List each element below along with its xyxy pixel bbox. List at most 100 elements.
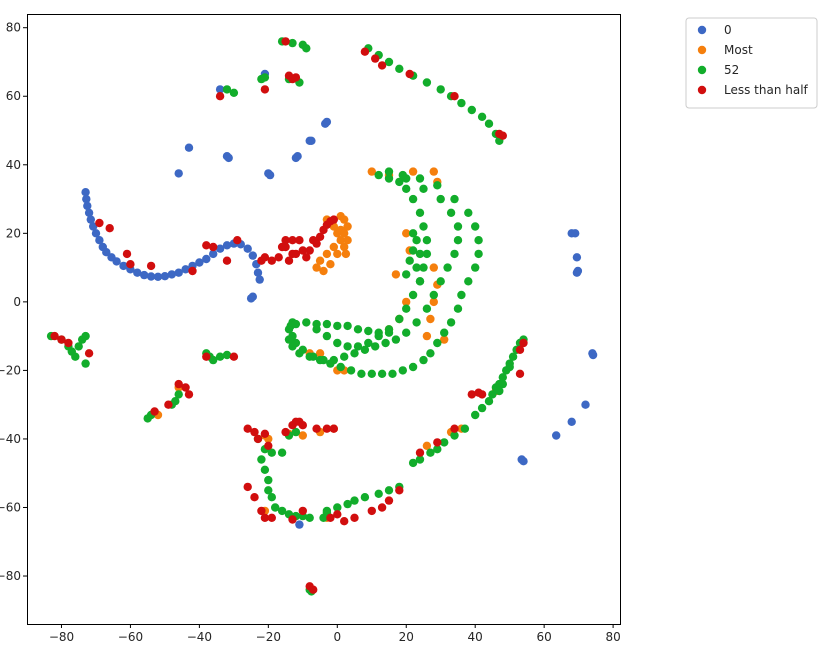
point-s2-90 [374, 328, 383, 337]
point-s0-38 [184, 143, 194, 152]
point-s2-19 [333, 338, 342, 348]
point-s1-7 [329, 242, 338, 252]
point-s2-106 [436, 85, 445, 94]
legend-label: 0 [724, 23, 732, 37]
point-s1-45 [429, 297, 438, 307]
point-s3-60 [264, 441, 273, 450]
point-s1-35 [315, 349, 325, 358]
point-s3-4 [146, 261, 156, 271]
y-tick-label: 40 [6, 158, 21, 172]
point-s2-83 [302, 318, 311, 327]
point-s2-1 [384, 174, 394, 183]
point-s2-25 [436, 194, 445, 204]
point-s2-76 [315, 355, 325, 365]
point-s2-24 [419, 184, 428, 193]
point-s2-36 [391, 335, 401, 344]
point-s2-172 [408, 458, 418, 468]
point-s2-65 [426, 349, 435, 358]
point-s3-56 [243, 424, 252, 433]
point-s0-52 [571, 229, 580, 238]
point-s2-66 [419, 355, 428, 365]
point-s3-73 [267, 513, 276, 522]
point-s2-161 [374, 489, 383, 498]
point-s0-24 [202, 254, 211, 264]
point-s2-52 [433, 181, 442, 190]
point-s2-93 [412, 236, 421, 245]
point-s0-36 [248, 292, 257, 301]
point-s3-83 [395, 486, 404, 495]
point-s0-57 [588, 350, 598, 360]
point-s2-87 [343, 321, 352, 331]
point-s1-54 [429, 167, 438, 176]
point-s3-19 [305, 246, 314, 255]
point-s2-105 [422, 78, 432, 87]
point-s0-40 [224, 153, 233, 163]
point-s0-15 [140, 270, 149, 280]
x-tick-label: −80 [49, 630, 74, 644]
point-s2-146 [260, 465, 270, 474]
point-s2-71 [367, 369, 376, 378]
point-s2-108 [457, 98, 466, 108]
point-s1-15 [333, 249, 342, 259]
point-s1-5 [340, 242, 349, 252]
y-axis: 80 60 40 20 0 −20 −40 −60 −80 [0, 21, 27, 583]
point-s3-17 [298, 246, 307, 255]
point-s0-26 [215, 244, 225, 253]
point-s2-64 [433, 338, 442, 348]
point-s3-27 [277, 242, 287, 252]
point-s2-188 [508, 352, 518, 361]
point-s3-21 [315, 232, 325, 241]
y-tick-label: 0 [13, 295, 21, 309]
point-s2-18 [343, 342, 352, 351]
point-s1-40 [402, 297, 411, 307]
legend-marker [697, 65, 707, 75]
point-s2-97 [412, 263, 421, 272]
point-s2-175 [433, 445, 442, 454]
point-s3-42 [450, 92, 459, 101]
point-s2-5 [415, 208, 425, 217]
x-tick-label: 0 [333, 630, 341, 644]
point-s3-75 [298, 506, 307, 516]
point-s1-13 [343, 222, 352, 231]
legend-marker [697, 25, 707, 35]
point-s3-0 [95, 218, 104, 228]
point-s2-0 [374, 170, 383, 180]
point-s0-7 [95, 236, 104, 245]
point-s3-76 [326, 513, 335, 522]
point-s2-13 [395, 314, 404, 324]
point-s0-18 [160, 272, 170, 281]
point-s0-4 [86, 215, 96, 224]
legend-label: Less than half [724, 83, 809, 97]
point-s2-56 [474, 236, 483, 245]
point-s0-31 [248, 251, 257, 260]
point-s2-11 [408, 290, 418, 300]
x-tick-label: 40 [468, 630, 483, 644]
point-s1-10 [312, 263, 321, 272]
point-s3-51 [174, 379, 183, 389]
point-s1-41 [402, 229, 411, 238]
point-s2-164 [267, 448, 276, 457]
point-s2-88 [353, 325, 363, 334]
point-s2-39 [360, 345, 370, 354]
point-s2-33 [422, 304, 432, 313]
point-s2-180 [477, 403, 487, 413]
point-s0-42 [265, 170, 275, 180]
point-s3-65 [298, 421, 307, 430]
point-s2-99 [415, 277, 425, 286]
point-s2-30 [443, 263, 452, 272]
point-s2-176 [440, 438, 449, 447]
point-s0-5 [89, 222, 98, 231]
x-tick-label: −20 [256, 630, 281, 644]
point-s3-92 [515, 369, 525, 378]
point-s2-118 [222, 85, 232, 94]
point-s2-177 [450, 431, 459, 440]
point-s3-50 [229, 352, 239, 361]
point-s1-51 [367, 167, 376, 176]
point-s3-87 [467, 390, 476, 399]
point-s0-34 [255, 275, 264, 284]
legend-marker [697, 85, 707, 95]
point-s2-3 [402, 184, 411, 193]
point-s2-35 [402, 328, 411, 337]
